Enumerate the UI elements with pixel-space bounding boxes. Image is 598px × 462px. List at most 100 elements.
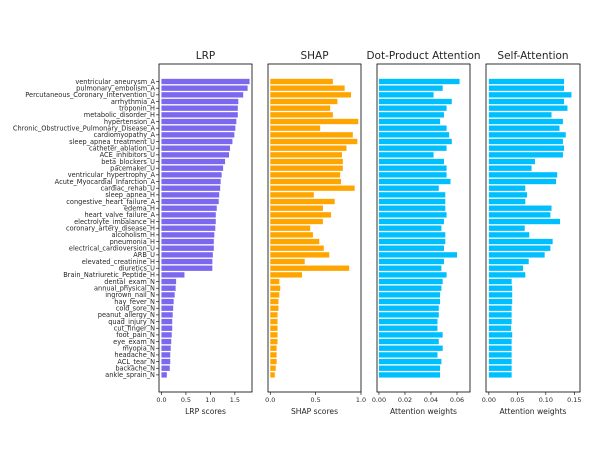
xtick-label: 0.10 xyxy=(539,396,553,404)
bar-1-43 xyxy=(270,365,276,371)
bar-2-37 xyxy=(378,325,438,331)
bar-2-42 xyxy=(378,358,442,365)
xtick-label: 0.5 xyxy=(181,396,191,404)
category-label: heart_valve_failure_A xyxy=(84,211,155,219)
bar-3-15 xyxy=(488,178,557,185)
bar-0-25 xyxy=(161,245,214,251)
category-label: headache_N xyxy=(114,351,155,359)
bar-3-4 xyxy=(488,105,568,111)
xtick-label: 0.05 xyxy=(510,396,524,404)
xtick-label: 1.5 xyxy=(230,396,240,404)
panel-frame xyxy=(267,63,362,393)
bar-0-1 xyxy=(161,85,248,91)
bar-0-23 xyxy=(161,232,215,238)
bar-0-40 xyxy=(161,345,171,351)
category-label: ARB_U xyxy=(133,251,155,259)
bar-2-30 xyxy=(378,278,443,285)
bar-3-27 xyxy=(488,258,529,265)
category-label: diuretics_U xyxy=(119,265,156,273)
bar-1-6 xyxy=(270,118,359,125)
bar-0-44 xyxy=(161,372,167,378)
bar-3-0 xyxy=(488,78,565,85)
xtick-label: 0.0 xyxy=(265,396,275,404)
bar-1-10 xyxy=(270,145,347,151)
bar-3-21 xyxy=(488,218,561,225)
bar-3-26 xyxy=(488,252,545,258)
bar-3-12 xyxy=(488,158,535,165)
bar-2-13 xyxy=(378,165,447,171)
bar-2-11 xyxy=(378,152,434,158)
bar-1-16 xyxy=(270,185,355,191)
bar-2-18 xyxy=(378,198,446,205)
xtick-label: 1.0 xyxy=(205,396,215,404)
bar-0-16 xyxy=(161,185,221,191)
category-label: Chronic_Obstructive_Pulmonary_Disease_A xyxy=(13,124,156,132)
category-label: ventricular_aneurysm_A xyxy=(75,78,155,86)
bar-1-20 xyxy=(270,212,332,218)
category-label: Brain_Natriuretic_Peptide_H xyxy=(63,271,155,279)
bar-1-23 xyxy=(270,232,313,238)
bar-0-19 xyxy=(161,205,217,211)
bar-3-35 xyxy=(488,312,512,318)
bar-2-21 xyxy=(378,218,444,225)
panel-title: Self-Attention xyxy=(497,50,568,62)
category-label: troponin_H xyxy=(119,104,155,112)
bar-1-11 xyxy=(270,152,342,158)
bar-1-44 xyxy=(270,372,275,378)
bar-3-24 xyxy=(488,238,553,245)
bar-0-22 xyxy=(161,225,216,231)
category-label: Acute_Myocardial_Infarction_A xyxy=(55,178,156,186)
category-label: myopia_N xyxy=(122,345,155,353)
category-label: electrolyte_imbalance_H xyxy=(74,218,155,226)
category-label: eye_exam_N xyxy=(113,338,155,346)
bar-3-28 xyxy=(488,265,524,271)
bar-0-18 xyxy=(161,198,219,205)
bar-0-30 xyxy=(161,278,177,285)
bar-3-41 xyxy=(488,352,512,358)
bar-0-42 xyxy=(161,358,171,365)
category-label: ingrown_nail_N xyxy=(105,291,155,299)
bar-2-4 xyxy=(378,105,447,111)
bar-3-10 xyxy=(488,145,565,151)
bar-1-21 xyxy=(270,218,323,225)
x-axis-label: LRP scores xyxy=(185,407,226,416)
bar-1-28 xyxy=(270,265,350,271)
category-label: pneumonia_H xyxy=(110,238,155,246)
bar-1-26 xyxy=(270,252,330,258)
bar-1-33 xyxy=(270,298,279,305)
bar-0-35 xyxy=(161,312,173,318)
bar-3-40 xyxy=(488,345,512,351)
bar-0-10 xyxy=(161,145,230,151)
bar-2-0 xyxy=(378,78,460,85)
bar-2-17 xyxy=(378,192,446,198)
bar-1-29 xyxy=(270,272,303,278)
bar-1-41 xyxy=(270,352,277,358)
bar-3-1 xyxy=(488,85,565,91)
category-label: backache_N xyxy=(115,365,155,373)
bar-2-44 xyxy=(378,372,441,378)
category-label: alcoholism_H xyxy=(111,231,155,239)
bar-2-8 xyxy=(378,132,450,138)
bar-0-0 xyxy=(161,78,250,85)
bar-2-29 xyxy=(378,272,447,278)
bar-3-16 xyxy=(488,185,526,191)
bar-2-3 xyxy=(378,98,452,105)
bar-3-22 xyxy=(488,225,525,231)
panel-frame xyxy=(158,63,253,393)
bar-1-32 xyxy=(270,292,280,298)
bar-0-43 xyxy=(161,365,170,371)
bar-2-22 xyxy=(378,225,442,231)
bar-3-39 xyxy=(488,338,512,345)
bar-0-9 xyxy=(161,138,233,145)
category-label: ventricular_hypertrophy_A xyxy=(68,171,156,179)
category-label: coronary_artery_disease_H xyxy=(66,225,155,233)
panel-frame xyxy=(485,63,581,393)
bar-2-26 xyxy=(378,252,457,258)
panel-title: LRP xyxy=(196,50,215,62)
bar-0-11 xyxy=(161,152,229,158)
bar-1-27 xyxy=(270,258,305,265)
bar-2-27 xyxy=(378,258,444,265)
category-label: edema_H xyxy=(124,204,155,212)
xtick-label: 0.00 xyxy=(482,396,496,404)
bar-3-44 xyxy=(488,372,512,378)
